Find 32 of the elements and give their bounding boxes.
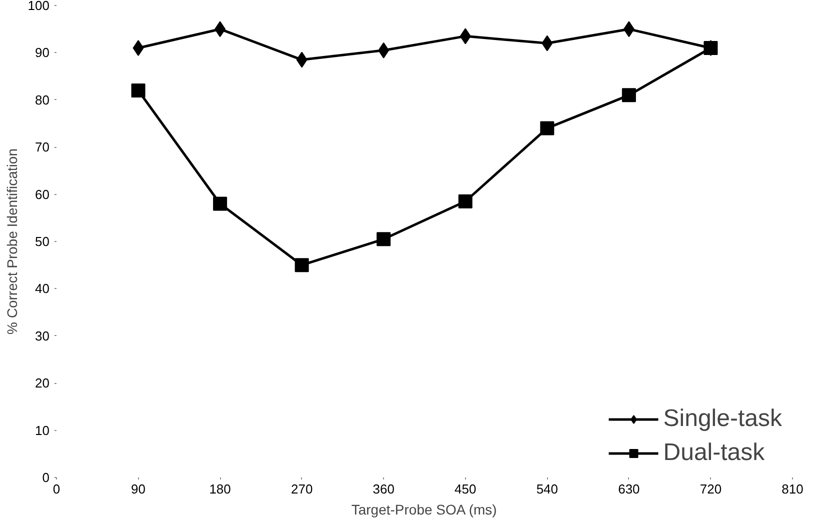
x-tick-label: 810: [782, 482, 804, 496]
x-tick-label: 630: [618, 482, 640, 496]
point: [540, 121, 554, 136]
y-tick-label: 70: [35, 140, 50, 155]
x-axis-title: Target-Probe SOA (ms): [351, 502, 497, 518]
point: [458, 194, 472, 208]
legend-label: Dual-task: [663, 439, 765, 467]
y-tick-label: 60: [35, 186, 50, 202]
point: [213, 196, 228, 211]
point: [622, 88, 636, 102]
point: [294, 258, 309, 272]
x-tick-label: 540: [536, 482, 558, 496]
y-tick-label: 40: [35, 281, 50, 296]
x-tick-label: 90: [131, 482, 146, 496]
y-tick-label: 10: [35, 422, 50, 438]
point: [376, 232, 391, 246]
y-axis-title: % Correct Probe Identification: [4, 148, 20, 334]
x-tick-label: 0: [52, 482, 60, 496]
x-tick-label: 180: [209, 482, 231, 496]
y-tick-label: 30: [35, 328, 50, 344]
y-tick-label: 90: [35, 45, 50, 60]
x-tick-label: 360: [372, 482, 394, 496]
legend-label: Single-task: [663, 405, 782, 433]
y-tick-label: 50: [35, 234, 50, 249]
x-tick-label: 450: [454, 482, 476, 496]
y-tick-label: 0: [42, 470, 50, 485]
y-tick-label: 20: [35, 376, 50, 391]
point: [131, 83, 146, 98]
x-tick-label: 720: [700, 482, 722, 496]
y-tick-label: 100: [28, 0, 50, 13]
y-tick-label: 80: [35, 92, 50, 108]
x-tick-label: 270: [290, 482, 313, 496]
